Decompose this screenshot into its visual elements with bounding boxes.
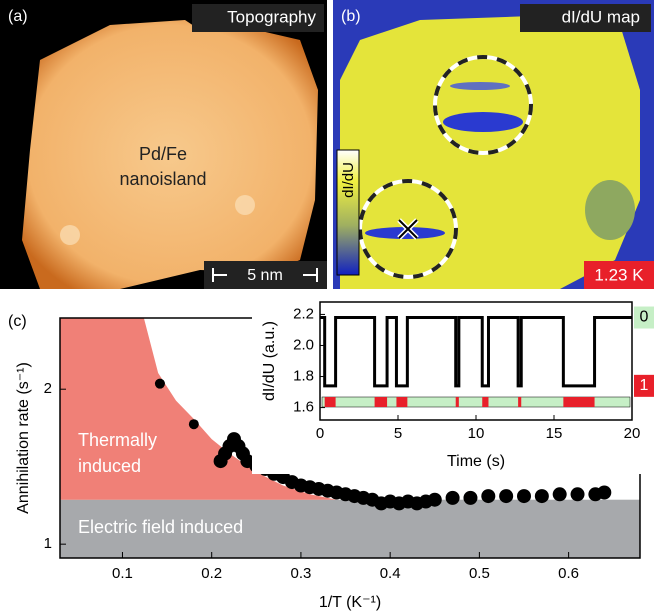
y-axis-label: dI/dU (a.u.) (261, 321, 278, 401)
annotation: nanoisland (119, 169, 206, 189)
state-segment (563, 397, 595, 407)
state-segment (482, 397, 489, 407)
circle (358, 179, 458, 279)
annotation: Pd/Fe (139, 144, 187, 164)
temperature-box (584, 261, 654, 289)
x-tick-label: 0.1 (112, 565, 133, 582)
x-tick-label: 0.6 (558, 565, 579, 582)
spot (443, 112, 523, 132)
x-tick-label: 0.4 (380, 565, 401, 582)
x-tick-label: 0 (316, 425, 324, 442)
x-tick-label: 20 (624, 425, 641, 442)
defect (235, 195, 255, 215)
data-point (517, 489, 531, 504)
panel-label: (a) (8, 8, 28, 25)
state-label: 0 (640, 309, 649, 326)
state-box (634, 374, 654, 397)
defect (60, 225, 80, 245)
region-label: induced (78, 456, 141, 476)
panel-c: Thermally induced Electric field induced 0.… (8, 296, 654, 611)
panel-title: dI/dU map (562, 7, 640, 26)
panel-a: (a) Topography Pd/Fe nanoisland 5 nm (0, 0, 327, 289)
temperature: 1.23 K (594, 265, 644, 284)
spot (450, 82, 510, 90)
x-tick-label: 5 (394, 425, 402, 442)
data-point (188, 419, 199, 430)
colorbar-label: dI/dU (340, 162, 357, 198)
data-point (597, 485, 612, 500)
island (22, 20, 318, 289)
y-axis-label: Annihilation rate (s⁻¹) (15, 362, 32, 514)
state-segment (324, 397, 336, 407)
scale-bar (212, 268, 318, 282)
state-label: 1 (640, 377, 649, 394)
x-tick-label: 10 (468, 425, 485, 442)
y-tick-label: 2.2 (293, 305, 314, 322)
state-strip (321, 396, 631, 408)
y-tick-label: 2.0 (293, 336, 314, 353)
scale-label: 5 nm (247, 267, 283, 284)
x-tick-label: 0.5 (469, 565, 490, 582)
data-point (463, 490, 478, 505)
data-point (499, 489, 514, 504)
panel-title: Topography (227, 7, 316, 26)
defect (585, 180, 635, 240)
panel-label: (c) (8, 313, 27, 330)
title-box (520, 4, 651, 32)
y-tick-label: 2 (44, 380, 52, 397)
state-segment (518, 397, 522, 407)
region-label: Electric field induced (78, 517, 243, 537)
y-tick-label: 1.6 (293, 399, 314, 416)
x-axis-label: Time (s) (447, 453, 505, 470)
data-point (570, 487, 585, 502)
data-point (534, 489, 549, 504)
data-point (427, 492, 442, 507)
panel-label: (b) (341, 8, 361, 25)
y-tick-label: 1 (44, 535, 52, 552)
tip-mark (398, 219, 418, 239)
x-tick-label: 0.3 (290, 565, 311, 582)
state-segment (396, 397, 408, 407)
circle (433, 55, 533, 155)
region-label: Thermally (78, 430, 157, 450)
field-region (60, 499, 640, 558)
x-tick-label: 15 (546, 425, 563, 442)
data-point (552, 487, 567, 502)
panel-b: dI/dU (b) dI/dU map 1.23 K (333, 0, 654, 289)
data-point (154, 378, 165, 389)
y-tick-label: 1.8 (293, 367, 314, 384)
signal-line (320, 316, 632, 388)
x-axis-label: 1/T (K⁻¹) (319, 594, 381, 611)
state-segment (374, 397, 388, 407)
data-point (481, 489, 496, 504)
state-segment (455, 397, 459, 407)
state-box (634, 306, 654, 329)
thermal-region (60, 318, 337, 500)
x-tick-label: 0.2 (201, 565, 222, 582)
colorbar (336, 149, 360, 276)
data-point (445, 490, 460, 505)
title-box (192, 4, 324, 32)
